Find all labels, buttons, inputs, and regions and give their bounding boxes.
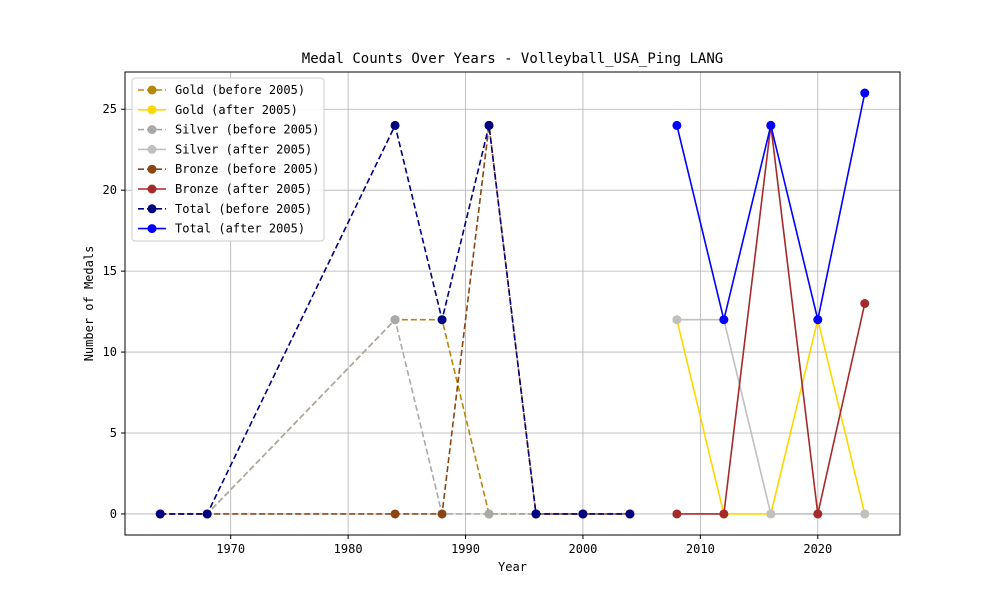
legend-marker [147, 85, 157, 95]
data-point [437, 315, 447, 325]
y-tick-label: 5 [110, 426, 117, 440]
y-tick-label: 0 [110, 507, 117, 521]
data-point [766, 509, 776, 519]
x-tick-label: 2000 [569, 542, 598, 556]
data-point [860, 88, 870, 98]
legend-entry: Total (after 2005) [138, 222, 305, 236]
ticks: 1970 1980 1990 2000 2010 2020 0 5 10 15 20 25 [103, 102, 833, 556]
data-point [390, 509, 400, 519]
x-tick-label: 1990 [451, 542, 480, 556]
legend-marker [147, 125, 157, 135]
y-tick-label: 10 [103, 345, 117, 359]
data-point [719, 509, 729, 519]
legend-label: Gold (before 2005) [175, 83, 305, 97]
data-point [860, 299, 870, 308]
x-tick-label: 1980 [334, 542, 363, 556]
data-point [578, 509, 588, 519]
data-point [766, 120, 776, 130]
legend-label: Silver (after 2005) [175, 142, 312, 156]
legend-entry: Total (before 2005) [138, 202, 312, 216]
x-axis-label: Year [498, 560, 527, 574]
plot-frame [124, 71, 901, 536]
series-6 [155, 120, 635, 519]
legend-marker [147, 184, 157, 194]
legend-entry: Bronze (before 2005) [138, 162, 320, 176]
x-tick-label: 2020 [803, 542, 832, 556]
legend-label: Bronze (before 2005) [175, 162, 320, 176]
legend-entry: Silver (after 2005) [138, 142, 312, 156]
data-point [390, 315, 400, 325]
data-point [531, 509, 541, 519]
legend-label: Total (before 2005) [175, 202, 312, 216]
data-point [437, 509, 447, 519]
data-point [484, 509, 494, 519]
series-line [160, 123, 630, 515]
data-point [155, 509, 165, 519]
legend: Gold (before 2005) Gold (after 2005) Silve… [131, 77, 325, 242]
legend-marker [147, 224, 157, 234]
data-point [202, 509, 212, 519]
series-7 [672, 88, 870, 325]
legend-label: Bronze (after 2005) [175, 182, 312, 196]
series-layer [155, 88, 870, 519]
data-point [813, 315, 823, 325]
data-point [672, 509, 682, 519]
data-point [719, 315, 729, 325]
legend-marker [147, 105, 157, 115]
data-point [813, 509, 823, 519]
data-point [625, 509, 635, 519]
chart-title: Medal Counts Over Years - Volleyball_USA… [302, 51, 723, 67]
legend-marker [147, 204, 157, 214]
legend-marker [147, 144, 157, 154]
legend-entry: Gold (before 2005) [138, 83, 305, 97]
legend-entry: Silver (before 2005) [138, 123, 320, 137]
y-tick-label: 20 [103, 183, 117, 197]
legend-label: Gold (after 2005) [175, 103, 298, 117]
legend-label: Total (after 2005) [175, 222, 305, 236]
x-tick-label: 2010 [686, 542, 715, 556]
y-axis-label: Number of Medals [82, 246, 96, 362]
legend-entry: Bronze (after 2005) [138, 182, 312, 196]
data-point [672, 315, 682, 325]
data-point [672, 120, 682, 130]
y-tick-label: 15 [103, 264, 117, 278]
x-tick-label: 1970 [216, 542, 245, 556]
legend-entry: Gold (after 2005) [138, 103, 298, 117]
y-tick-label: 25 [103, 102, 117, 116]
legend-marker [147, 164, 157, 174]
legend-box [131, 77, 325, 242]
legend-label: Silver (before 2005) [175, 123, 320, 137]
data-point [484, 120, 494, 130]
data-point [390, 120, 400, 130]
data-point [860, 509, 870, 519]
